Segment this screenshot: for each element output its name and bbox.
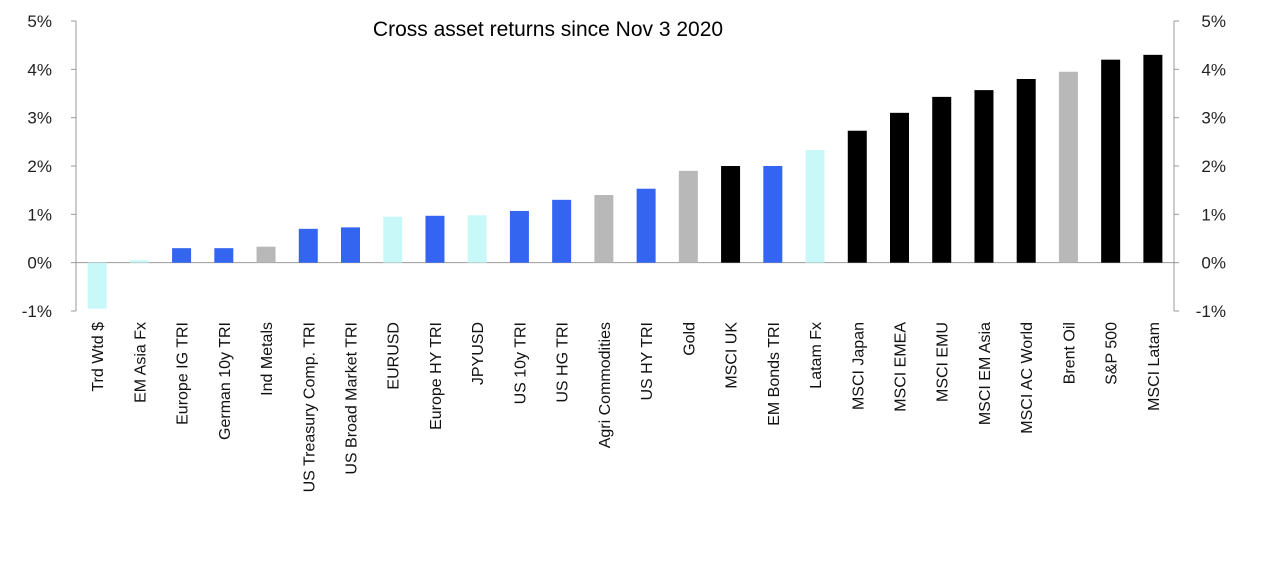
bar (678, 170, 698, 263)
axes (75, 21, 1175, 311)
left-tick-label: 1% (27, 205, 52, 224)
bar (129, 260, 149, 263)
left-tick-label: 3% (27, 109, 52, 128)
category-label: Trd Wtd $ (90, 322, 107, 392)
bar (87, 262, 107, 309)
bar (805, 150, 825, 263)
category-label: JPYUSD (470, 322, 487, 385)
right-tick-label: 5% (1201, 12, 1226, 31)
category-label: MSCI EMU (935, 322, 952, 402)
category-label: US HY TRI (639, 322, 656, 401)
bar (1016, 79, 1036, 263)
bar (932, 96, 952, 263)
bar (467, 215, 487, 263)
right-tick-label: 2% (1201, 157, 1226, 176)
bar (552, 199, 572, 263)
left-tick-label: -1% (22, 302, 52, 321)
left-tick-label: 4% (27, 60, 52, 79)
chart-title: Cross asset returns since Nov 3 2020 (373, 18, 723, 41)
bar (425, 215, 445, 263)
category-label: MSCI EMEA (893, 322, 910, 412)
bar (763, 166, 783, 263)
category-label: Europe HY TRI (428, 322, 445, 430)
category-label: MSCI UK (724, 322, 741, 389)
category-label: US HG TRI (555, 322, 572, 403)
category-label: Brent Oil (1061, 322, 1078, 384)
bar (298, 228, 318, 263)
right-y-axis-ticks: -1% 0% 1% 2% 3% 4% 5% (1174, 12, 1226, 321)
bar (1101, 59, 1121, 263)
category-label: MSCI EM Asia (977, 322, 994, 425)
bar (341, 227, 360, 263)
bar (636, 188, 656, 263)
bar (721, 166, 741, 263)
bar (1058, 71, 1078, 263)
bar (214, 248, 234, 263)
bars (87, 54, 1163, 309)
right-tick-label: 3% (1201, 109, 1226, 128)
category-label: Ind Metals (259, 322, 276, 396)
bar (847, 130, 867, 263)
left-tick-label: 0% (27, 254, 52, 273)
category-label: US Broad Market TRI (344, 322, 361, 475)
category-label: German 10y TRI (217, 322, 234, 440)
category-label: S&P 500 (1104, 322, 1121, 385)
category-label: MSCI Latam (1146, 322, 1163, 411)
right-tick-label: 4% (1201, 60, 1226, 79)
bar (172, 248, 192, 263)
bar (256, 246, 276, 263)
category-label: US Treasury Comp. TRI (301, 322, 318, 492)
left-y-axis-ticks: -1% 0% 1% 2% 3% 4% 5% (22, 12, 76, 321)
left-tick-label: 5% (27, 12, 52, 31)
right-tick-label: 1% (1201, 205, 1226, 224)
category-label: MSCI AC World (1019, 322, 1036, 434)
category-labels: Trd Wtd $ EM Asia Fx Europe IG TRI German 1… (90, 322, 1163, 493)
category-label: EURUSD (386, 322, 403, 390)
bar (974, 90, 994, 263)
category-label: MSCI Japan (850, 322, 867, 410)
bar (509, 210, 529, 263)
right-tick-label: 0% (1201, 254, 1226, 273)
bar (890, 112, 909, 263)
category-label: Latam Fx (808, 322, 825, 389)
bar (594, 195, 614, 263)
category-label: EM Bonds TRI (766, 322, 783, 426)
category-label: US 10y TRI (512, 322, 529, 404)
left-tick-label: 2% (27, 157, 52, 176)
right-tick-label: -1% (1196, 302, 1226, 321)
bar (1143, 54, 1163, 263)
category-label: Gold (681, 322, 698, 356)
category-label: EM Asia Fx (132, 322, 149, 403)
category-label: Agri Commodities (597, 322, 614, 448)
bar (383, 216, 403, 263)
category-label: Europe IG TRI (175, 322, 192, 425)
